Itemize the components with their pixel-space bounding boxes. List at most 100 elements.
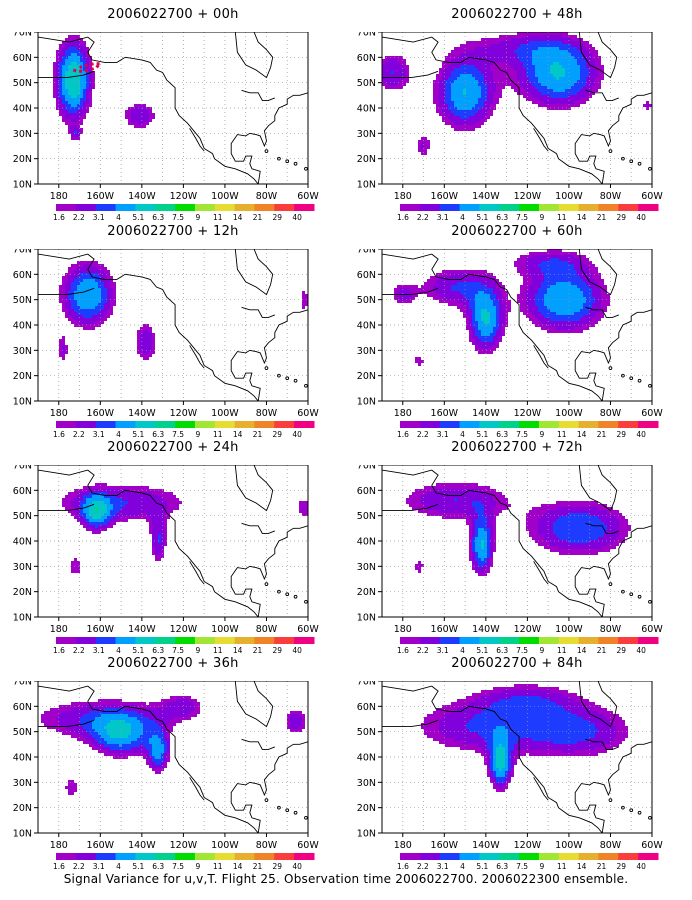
variance-cell [463,107,466,110]
variance-cell [553,98,556,101]
variance-cell [535,276,538,279]
variance-cell [577,288,580,291]
variance-cell [568,264,571,267]
variance-cell [409,285,412,288]
variance-cell [83,297,86,300]
variance-cell [550,270,553,273]
variance-cell [484,77,487,80]
variance-cell [595,86,598,89]
variance-cell [65,306,68,309]
variance-cell [541,261,544,264]
variance-cell [161,507,164,510]
variance-cell [104,525,107,528]
variance-cell [568,80,571,83]
colorbar-swatch [578,421,599,428]
x-tick-label: 100W [555,191,583,202]
variance-cell [535,312,538,315]
variance-cell [415,501,418,504]
variance-cell [83,309,86,312]
variance-cell [155,492,158,495]
variance-cell [559,47,562,50]
variance-cell [448,486,451,489]
variance-cell [604,288,607,291]
variance-cell [547,543,550,546]
colorbar-swatch [558,421,580,428]
variance-cell [472,510,475,513]
variance-cell [580,56,583,59]
variance-cell [535,74,538,77]
variance-cell [472,113,475,116]
variance-cell [131,486,134,489]
variance-cell [98,522,101,525]
variance-cell [502,315,505,318]
variance-cell [484,321,487,324]
variance-cell [430,492,433,495]
variance-cell [496,44,499,47]
variance-cell [589,288,592,291]
variance-cell [487,47,490,50]
variance-cell [466,513,469,516]
variance-cell [535,77,538,80]
variance-cell [556,83,559,86]
variance-cell [71,134,74,137]
variance-cell [562,89,565,92]
variance-cell [466,68,469,71]
variance-cell [487,312,490,315]
variance-cell [89,270,92,273]
variance-cell [65,297,68,300]
variance-cell [152,342,155,345]
variance-cell [538,312,541,315]
variance-cell [469,89,472,92]
variance-cell [493,38,496,41]
variance-cell [478,486,481,489]
variance-cell [110,300,113,303]
variance-cell [592,315,595,318]
variance-cell [448,495,451,498]
variance-cell [538,297,541,300]
variance-cell [496,504,499,507]
variance-cell [520,44,523,47]
variance-cell [119,498,122,501]
variance-cell [508,35,511,38]
variance-cell [493,327,496,330]
variance-cell [523,71,526,74]
variance-cell [484,116,487,119]
variance-cell [397,288,400,291]
variance-cell [532,294,535,297]
variance-cell [83,321,86,324]
variance-cell [86,522,89,525]
variance-cell [490,531,493,534]
variance-cell [92,486,95,489]
variance-cell [74,306,77,309]
variance-cell [565,519,568,522]
variance-cell [541,53,544,56]
variance-cell [62,98,65,101]
variance-cell [137,122,140,125]
variance-cell [149,507,152,510]
variance-cell [481,315,484,318]
variance-cell [481,348,484,351]
variance-cell [469,300,472,303]
variance-cell [484,38,487,41]
variance-cell [487,113,490,116]
variance-cell [532,270,535,273]
variance-cell [595,300,598,303]
variance-cell [439,504,442,507]
variance-cell [571,255,574,258]
colorbar-swatch [56,204,77,211]
variance-cell [128,516,131,519]
variance-cell [583,74,586,77]
variance-cell [478,297,481,300]
variance-cell [562,276,565,279]
variance-cell [568,59,571,62]
variance-cell [523,47,526,50]
variance-cell [586,41,589,44]
variance-cell [415,291,418,294]
variance-cell [526,74,529,77]
variance-cell [502,297,505,300]
variance-cell [595,288,598,291]
variance-cell [538,83,541,86]
variance-cell [451,504,454,507]
variance-cell [128,486,131,489]
variance-cell [481,561,484,564]
